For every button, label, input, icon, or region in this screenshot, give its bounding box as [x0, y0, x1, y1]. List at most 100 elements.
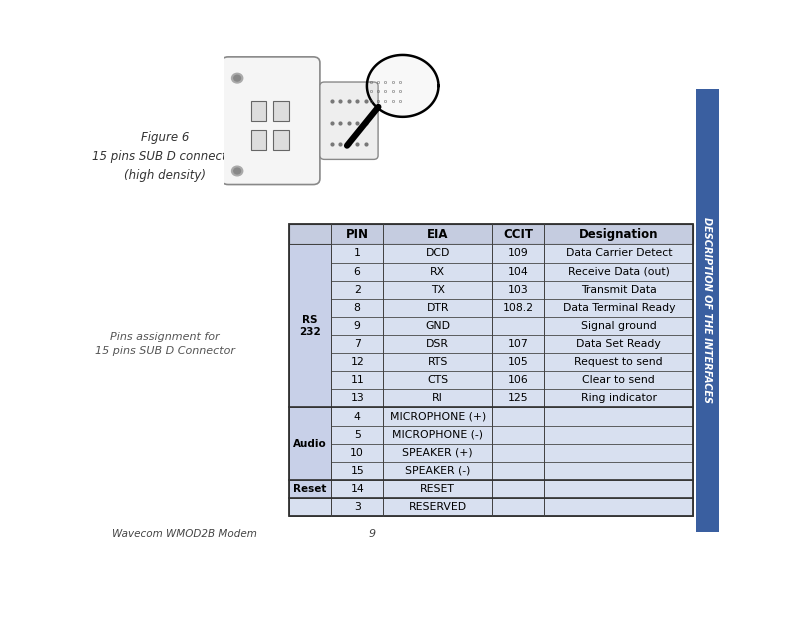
Text: 1: 1 [354, 248, 360, 259]
Bar [273, 131, 288, 150]
Bar [331, 389, 693, 407]
Text: 10: 10 [350, 448, 364, 457]
Text: o: o [370, 79, 373, 85]
Text: 4: 4 [354, 412, 360, 422]
Text: 103: 103 [508, 285, 528, 295]
Text: o: o [392, 89, 395, 94]
Bar [288, 245, 331, 407]
Bar [331, 371, 693, 389]
Text: o: o [399, 79, 402, 85]
Text: 3: 3 [354, 502, 360, 512]
Text: Reset: Reset [293, 484, 327, 494]
Text: Data Set Ready: Data Set Ready [576, 339, 661, 349]
Text: o: o [384, 89, 388, 94]
Text: Request to send: Request to send [574, 357, 663, 367]
Text: Signal ground: Signal ground [581, 321, 657, 331]
Text: Ring indicator: Ring indicator [581, 394, 657, 404]
Text: 9: 9 [354, 321, 360, 331]
Circle shape [234, 76, 240, 81]
Text: 106: 106 [508, 375, 528, 385]
Text: o: o [384, 99, 388, 104]
Text: 11: 11 [350, 375, 364, 385]
Text: CCIT: CCIT [503, 228, 533, 241]
Bar [288, 480, 331, 498]
Text: 108.2: 108.2 [503, 303, 534, 313]
Text: o: o [392, 99, 395, 104]
Text: GND: GND [425, 321, 450, 331]
Text: Figure 6
15 pins SUB D connector
(high density): Figure 6 15 pins SUB D connector (high d… [92, 131, 238, 183]
Text: o: o [377, 89, 380, 94]
Circle shape [234, 168, 240, 174]
Text: SPEAKER (+): SPEAKER (+) [403, 448, 473, 457]
Text: Designation: Designation [579, 228, 658, 241]
Text: o: o [384, 79, 388, 85]
Circle shape [232, 166, 243, 176]
Text: 125: 125 [508, 394, 528, 404]
Text: 105: 105 [508, 357, 528, 367]
Bar [288, 498, 331, 516]
Text: Clear to send: Clear to send [582, 375, 655, 385]
Text: 107: 107 [508, 339, 528, 349]
Text: 12: 12 [350, 357, 364, 367]
Bar [331, 480, 693, 498]
Text: DTR: DTR [427, 303, 449, 313]
Text: TX: TX [431, 285, 445, 295]
Circle shape [232, 73, 243, 83]
Bar [331, 353, 693, 371]
Text: o: o [370, 99, 373, 104]
Bar [331, 462, 693, 480]
Text: Data Carrier Detect: Data Carrier Detect [566, 248, 672, 259]
Bar [288, 407, 331, 480]
Text: RESET: RESET [420, 484, 455, 494]
Bar [696, 89, 719, 532]
Text: Pins assignment for
15 pins SUB D Connector: Pins assignment for 15 pins SUB D Connec… [95, 332, 235, 355]
Text: Data Terminal Ready: Data Terminal Ready [562, 303, 675, 313]
Bar [331, 245, 693, 262]
Bar [288, 225, 693, 245]
Text: Wavecom WMOD2B Modem: Wavecom WMOD2B Modem [112, 529, 257, 539]
Text: RX: RX [430, 267, 445, 277]
Text: Receive Data (out): Receive Data (out) [568, 267, 670, 277]
Text: RESERVED: RESERVED [408, 502, 467, 512]
Text: 9: 9 [369, 529, 376, 539]
Polygon shape [367, 55, 439, 117]
Bar [331, 407, 693, 425]
Text: 104: 104 [508, 267, 528, 277]
Text: Audio: Audio [293, 439, 327, 449]
Text: Transmit Data: Transmit Data [581, 285, 657, 295]
Text: DSR: DSR [426, 339, 449, 349]
Bar [331, 262, 693, 280]
Text: o: o [399, 89, 402, 94]
Text: RS
232: RS 232 [299, 315, 320, 337]
Text: o: o [392, 79, 395, 85]
Text: 13: 13 [350, 394, 364, 404]
FancyBboxPatch shape [320, 82, 378, 159]
Bar [288, 225, 693, 516]
Text: 2: 2 [354, 285, 360, 295]
Text: o: o [399, 99, 402, 104]
Text: 8: 8 [354, 303, 360, 313]
Text: 5: 5 [354, 430, 360, 439]
Text: MICROPHONE (-): MICROPHONE (-) [392, 430, 483, 439]
Text: RI: RI [432, 394, 443, 404]
Text: o: o [370, 89, 373, 94]
Bar [331, 444, 693, 462]
Bar [251, 131, 266, 150]
Text: CTS: CTS [427, 375, 448, 385]
Text: o: o [377, 79, 380, 85]
Text: 7: 7 [354, 339, 360, 349]
Text: 15: 15 [350, 466, 364, 476]
Text: RTS: RTS [427, 357, 448, 367]
Text: PIN: PIN [346, 228, 368, 241]
Text: SPEAKER (-): SPEAKER (-) [405, 466, 471, 476]
Text: 6: 6 [354, 267, 360, 277]
Text: DESCRIPTION OF THE INTERFACES: DESCRIPTION OF THE INTERFACES [702, 217, 713, 403]
Bar [331, 498, 693, 516]
Bar [331, 317, 693, 335]
Bar [331, 280, 693, 299]
Text: EIA: EIA [427, 228, 448, 241]
Text: 14: 14 [350, 484, 364, 494]
Bar [273, 102, 288, 121]
Bar [331, 335, 693, 353]
Text: DCD: DCD [426, 248, 450, 259]
